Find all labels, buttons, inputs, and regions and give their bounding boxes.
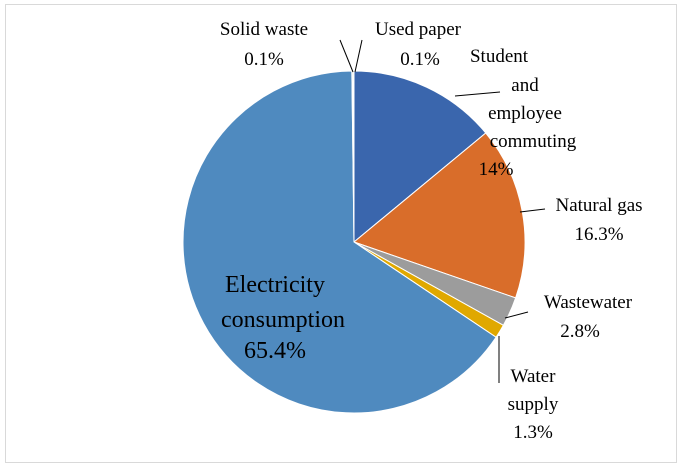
slice-value-7: 0.1%	[400, 49, 440, 70]
slice-value-5: 65.4%	[244, 338, 306, 364]
slice-label-4-line-2: supply	[508, 394, 559, 415]
leader-line-3	[504, 311, 529, 319]
slice-value-4: 1.3%	[513, 422, 553, 443]
slice-label-3-line-1: Wastewater	[544, 292, 633, 313]
pie-slice-5	[182, 70, 497, 414]
slice-value-1: 14%	[479, 159, 514, 180]
slice-label-5-line-2: consumption	[221, 307, 345, 333]
slice-label-5-line-1: Electricity	[225, 272, 325, 298]
slice-label-1-line-2: and	[511, 75, 539, 96]
slice-label-2-line-1: Natural gas	[555, 195, 642, 216]
leader-line-6	[339, 39, 354, 73]
slice-label-7-line-1: Used paper	[375, 19, 462, 40]
slice-label-1-line-4: commuting	[490, 131, 577, 152]
slice-label-1-line-3: employee	[488, 103, 562, 124]
leader-line-7	[354, 39, 363, 73]
pie-slice-1	[353, 70, 487, 244]
leader-line-1	[454, 91, 501, 97]
slice-label-1-line-1: Student	[470, 46, 529, 67]
slice-label-4-line-1: Water	[511, 366, 557, 387]
leader-line-2	[519, 208, 546, 213]
slice-value-6: 0.1%	[244, 49, 284, 70]
slice-value-2: 16.3%	[574, 224, 623, 245]
slice-value-3: 2.8%	[560, 321, 600, 342]
slice-label-6-line-1: Solid waste	[220, 19, 308, 40]
